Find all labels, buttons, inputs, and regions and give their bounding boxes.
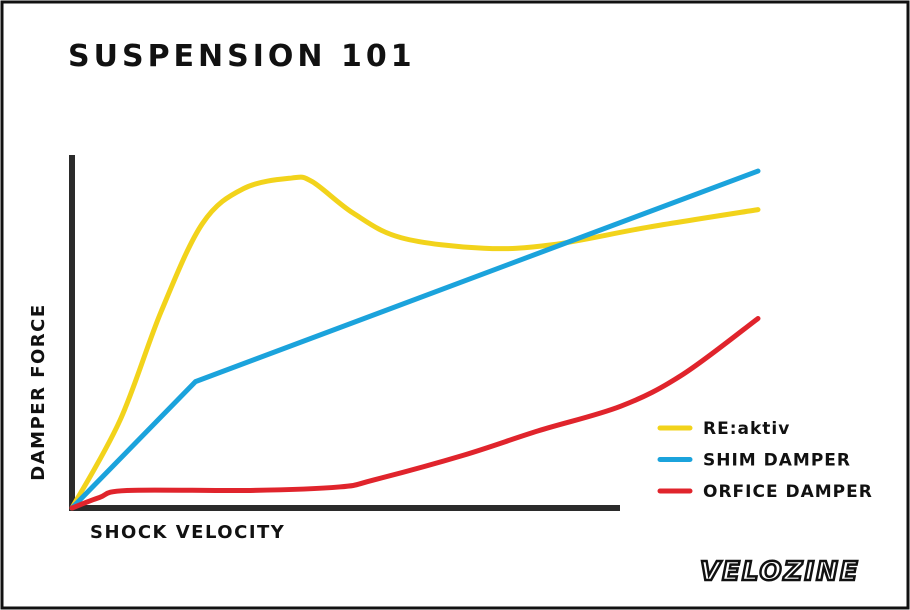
logo: VELOZINE: [700, 557, 860, 587]
legend-label: ORFICE DAMPER: [703, 482, 873, 502]
chart-title: SUSPENSION 101: [68, 39, 416, 74]
y-axis-label: DAMPER FORCE: [28, 303, 49, 480]
x-axis-label: SHOCK VELOCITY: [90, 522, 285, 543]
series-line: [69, 168, 761, 511]
legend-label: RE:aktiv: [703, 419, 790, 439]
legend-label: SHIM DAMPER: [703, 451, 851, 471]
series-line: [69, 315, 761, 511]
